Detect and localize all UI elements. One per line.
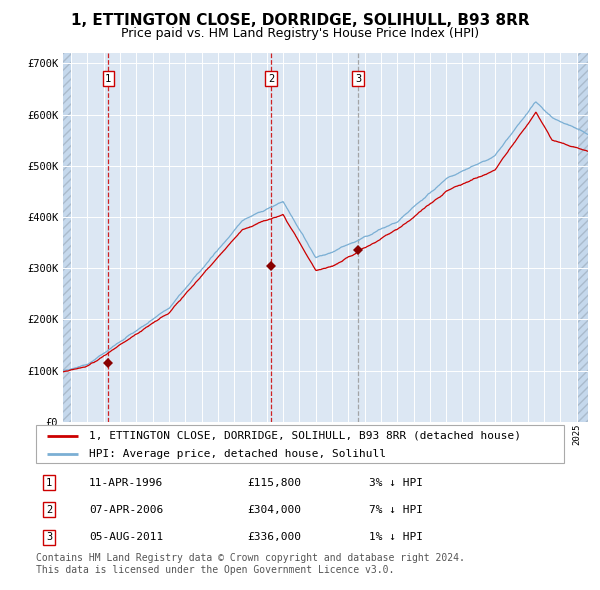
- Text: Price paid vs. HM Land Registry's House Price Index (HPI): Price paid vs. HM Land Registry's House …: [121, 27, 479, 40]
- Text: 11-APR-1996: 11-APR-1996: [89, 478, 163, 487]
- Bar: [577, 53, 588, 422]
- Text: £336,000: £336,000: [247, 532, 301, 542]
- Text: £304,000: £304,000: [247, 505, 301, 515]
- Text: Contains HM Land Registry data © Crown copyright and database right 2024.
This d: Contains HM Land Registry data © Crown c…: [36, 553, 465, 575]
- Text: 2: 2: [268, 74, 274, 84]
- Text: 1, ETTINGTON CLOSE, DORRIDGE, SOLIHULL, B93 8RR: 1, ETTINGTON CLOSE, DORRIDGE, SOLIHULL, …: [71, 13, 529, 28]
- Text: 1: 1: [105, 74, 112, 84]
- Text: 1% ↓ HPI: 1% ↓ HPI: [368, 532, 422, 542]
- Text: 3% ↓ HPI: 3% ↓ HPI: [368, 478, 422, 487]
- Text: 05-AUG-2011: 05-AUG-2011: [89, 532, 163, 542]
- Text: 2: 2: [46, 505, 52, 515]
- Text: HPI: Average price, detached house, Solihull: HPI: Average price, detached house, Soli…: [89, 448, 386, 458]
- Bar: [63, 53, 71, 422]
- Text: 3: 3: [46, 532, 52, 542]
- Text: 3: 3: [355, 74, 361, 84]
- Text: 7% ↓ HPI: 7% ↓ HPI: [368, 505, 422, 515]
- Text: 1, ETTINGTON CLOSE, DORRIDGE, SOLIHULL, B93 8RR (detached house): 1, ETTINGTON CLOSE, DORRIDGE, SOLIHULL, …: [89, 431, 521, 441]
- Text: £115,800: £115,800: [247, 478, 301, 487]
- Text: 1: 1: [46, 478, 52, 487]
- Text: 07-APR-2006: 07-APR-2006: [89, 505, 163, 515]
